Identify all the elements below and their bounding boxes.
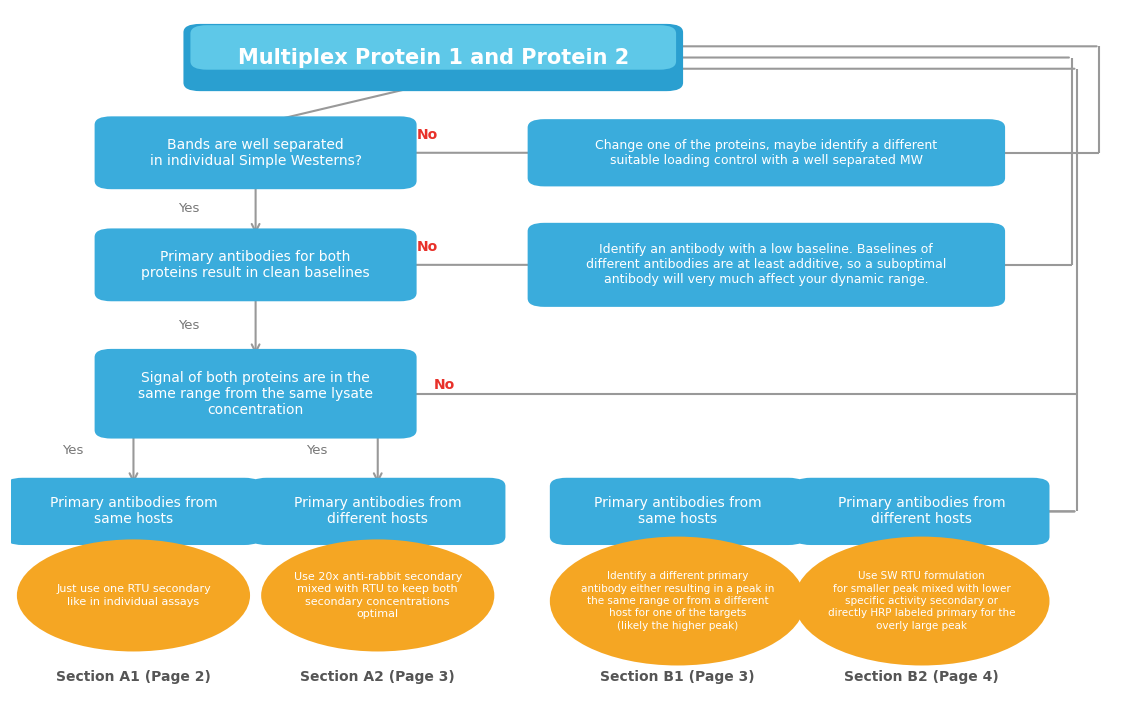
FancyBboxPatch shape [6,478,262,545]
FancyBboxPatch shape [184,24,683,91]
Ellipse shape [550,537,806,666]
Text: Section B1 (Page 3): Section B1 (Page 3) [600,670,755,683]
Text: Just use one RTU secondary
like in individual assays: Just use one RTU secondary like in indiv… [57,584,211,607]
Text: Primary antibodies from
same hosts: Primary antibodies from same hosts [50,496,218,527]
Ellipse shape [261,540,494,652]
Text: Change one of the proteins, maybe identify a different
suitable loading control : Change one of the proteins, maybe identi… [595,139,937,167]
Text: Signal of both proteins are in the
same range from the same lysate
concentration: Signal of both proteins are in the same … [138,371,373,417]
Text: Use 20x anti-rabbit secondary
mixed with RTU to keep both
secondary concentratio: Use 20x anti-rabbit secondary mixed with… [293,572,462,619]
Text: Multiplex Protein 1 and Protein 2: Multiplex Protein 1 and Protein 2 [238,48,629,67]
Text: Identify an antibody with a low baseline. Baselines of
different antibodies are : Identify an antibody with a low baseline… [586,243,946,286]
FancyBboxPatch shape [550,478,806,545]
FancyBboxPatch shape [95,228,417,301]
Text: Bands are well separated
in individual Simple Westerns?: Bands are well separated in individual S… [150,138,361,168]
Text: No: No [417,128,438,142]
Text: Primary antibodies for both
proteins result in clean baselines: Primary antibodies for both proteins res… [142,250,369,280]
Text: Section B2 (Page 4): Section B2 (Page 4) [844,670,999,683]
Text: No: No [417,240,438,254]
FancyBboxPatch shape [528,223,1005,307]
FancyBboxPatch shape [190,25,676,69]
Text: Use SW RTU formulation
for smaller peak mixed with lower
specific activity secon: Use SW RTU formulation for smaller peak … [828,571,1015,631]
FancyBboxPatch shape [528,119,1005,186]
FancyBboxPatch shape [794,478,1049,545]
Text: Primary antibodies from
same hosts: Primary antibodies from same hosts [594,496,761,527]
FancyBboxPatch shape [95,116,417,189]
Text: Primary antibodies from
different hosts: Primary antibodies from different hosts [293,496,461,527]
Ellipse shape [17,540,250,652]
Text: Multiplex Protein 1 and Protein 2: Multiplex Protein 1 and Protein 2 [238,48,629,67]
Text: Primary antibodies from
different hosts: Primary antibodies from different hosts [838,496,1006,527]
Text: No: No [434,379,455,392]
FancyBboxPatch shape [95,349,417,439]
Text: Section A1 (Page 2): Section A1 (Page 2) [56,670,211,683]
Text: Yes: Yes [61,444,83,457]
Text: Identify a different primary
antibody either resulting in a peak in
the same ran: Identify a different primary antibody ei… [581,571,774,631]
Text: Yes: Yes [306,444,327,457]
Text: Yes: Yes [178,202,199,216]
Text: Yes: Yes [178,318,199,332]
Text: Section A2 (Page 3): Section A2 (Page 3) [300,670,455,683]
FancyBboxPatch shape [250,478,505,545]
Ellipse shape [794,537,1049,666]
